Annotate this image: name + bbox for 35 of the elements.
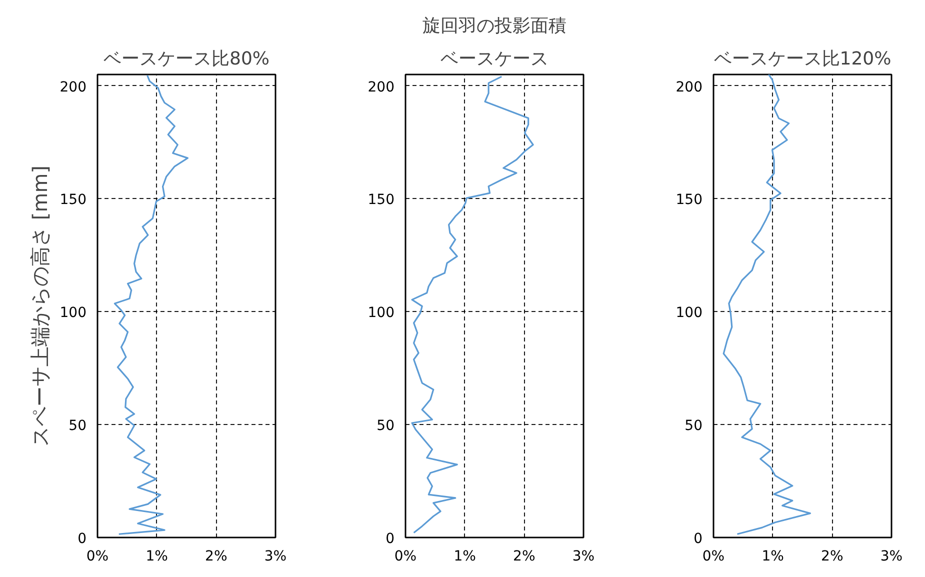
y-tick-label: 0	[386, 531, 395, 547]
chart-title: ベースケース比80%	[103, 48, 270, 70]
y-tick-label: 0	[78, 531, 87, 547]
y-tick-label: 100	[676, 305, 703, 322]
y-tick-label: 0	[694, 531, 703, 547]
x-tick-label: 0%	[702, 548, 725, 564]
y-tick-label: 100	[368, 305, 395, 322]
y-tick-label: 200	[368, 79, 395, 96]
y-tick-label: 50	[68, 418, 87, 434]
line-series	[114, 74, 188, 535]
line-series	[722, 74, 812, 535]
y-tick-label: 50	[376, 418, 395, 434]
x-tick-label: 1%	[762, 548, 784, 564]
y-tick-label: 150	[368, 192, 395, 208]
chart-title: ベースケース比120%	[714, 48, 892, 70]
x-tick-label: 0%	[86, 548, 109, 564]
line-series	[411, 76, 534, 534]
x-tick-label: 2%	[513, 548, 536, 564]
chart-title: 旋回羽の投影面積	[422, 16, 566, 36]
y-tick-label: 100	[60, 305, 87, 322]
x-tick-label: 2%	[205, 548, 228, 564]
x-tick-label: 3%	[572, 548, 595, 564]
x-tick-label: 2%	[821, 548, 844, 564]
x-tick-label: 0%	[394, 548, 417, 564]
y-tick-label: 50	[684, 418, 703, 434]
x-tick-label: 3%	[880, 548, 903, 564]
x-tick-label: 1%	[454, 548, 476, 564]
y-tick-label: 150	[60, 192, 87, 208]
y-tick-label: 150	[676, 192, 703, 208]
chart-subtitle: ベースケース	[440, 48, 548, 70]
x-tick-label: 3%	[264, 548, 287, 564]
x-tick-label: 1%	[146, 548, 168, 564]
y-tick-label: 200	[60, 79, 87, 96]
y-tick-label: 200	[676, 79, 703, 96]
y-axis-title: スペーサ上端からの高さ [mm]	[28, 166, 52, 446]
